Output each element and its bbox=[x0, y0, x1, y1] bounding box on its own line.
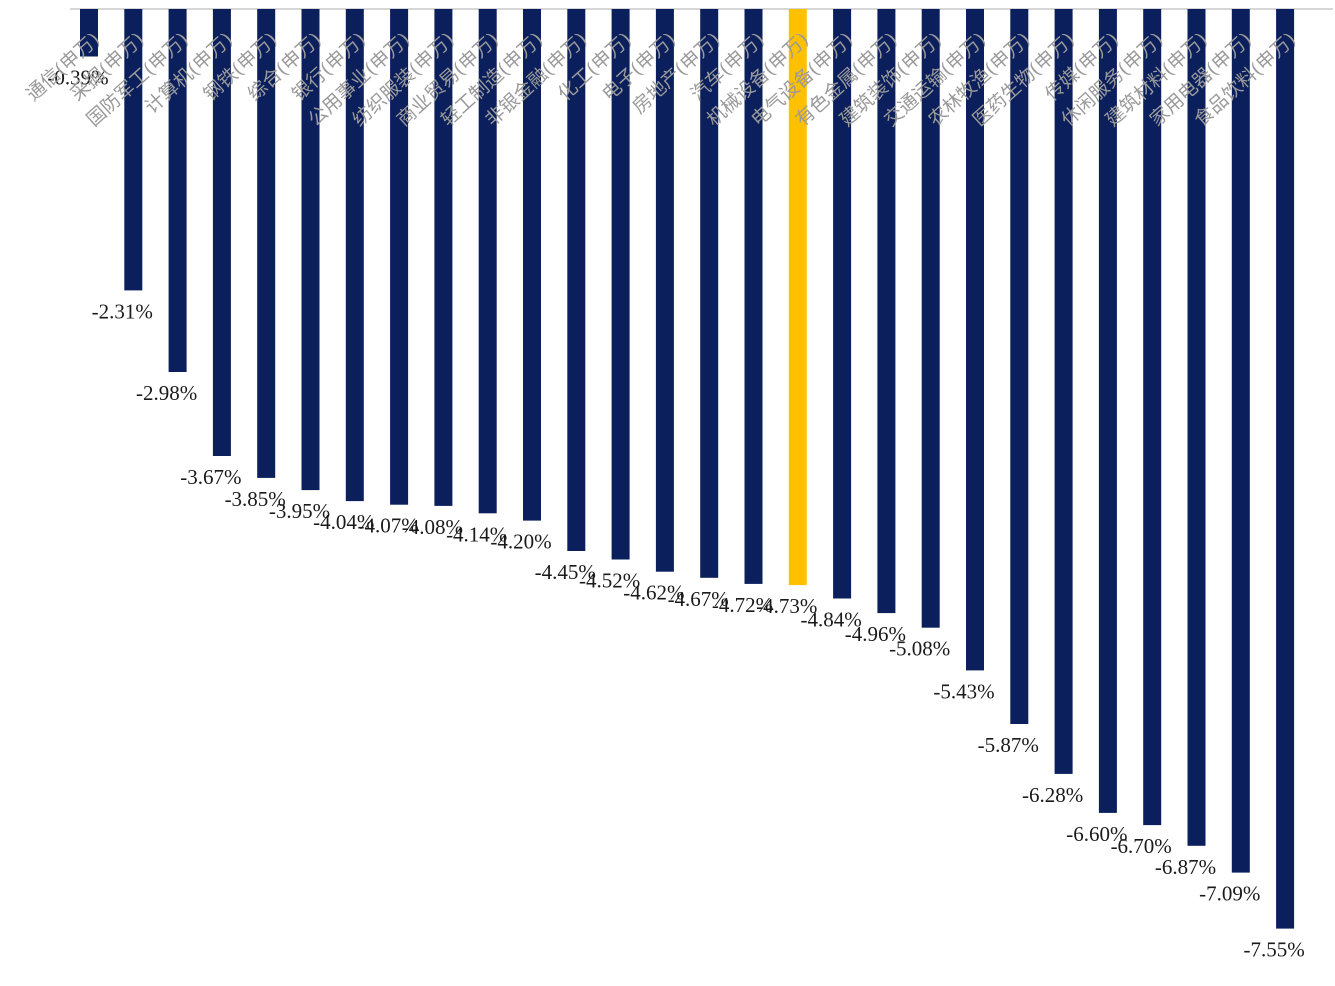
bar-16 bbox=[788, 9, 807, 586]
bar-25 bbox=[1187, 9, 1206, 846]
bar-22 bbox=[1054, 9, 1073, 774]
bar-21 bbox=[1010, 9, 1029, 724]
bar-7 bbox=[390, 9, 409, 505]
bar-23 bbox=[1098, 9, 1117, 813]
bar-5 bbox=[301, 9, 320, 491]
value-label-23: -6.60% bbox=[1066, 822, 1127, 846]
value-label-13: -4.62% bbox=[623, 581, 684, 605]
category-labels-group: 通信(申万)采掘(申万)国防军工(申万)计算机(申万)钢铁(申万)综合(申万)银… bbox=[22, 28, 1300, 131]
value-label-14: -4.67% bbox=[668, 587, 729, 611]
value-label-11: -4.45% bbox=[535, 560, 596, 584]
bar-27 bbox=[1276, 9, 1295, 929]
value-labels-group: -0.39%-2.31%-2.98%-3.67%-3.85%-3.95%-4.0… bbox=[47, 66, 1304, 962]
bar-14 bbox=[700, 9, 719, 578]
value-label-25: -6.87% bbox=[1155, 855, 1216, 879]
bar-18 bbox=[877, 9, 896, 614]
bar-13 bbox=[655, 9, 674, 572]
bar-10 bbox=[523, 9, 541, 521]
value-label-8: -4.08% bbox=[402, 515, 463, 539]
value-label-1: -2.31% bbox=[92, 299, 153, 323]
bar-19 bbox=[921, 9, 940, 628]
value-label-12: -4.52% bbox=[579, 569, 640, 593]
bar-24 bbox=[1143, 9, 1162, 826]
value-label-3: -3.67% bbox=[180, 465, 241, 489]
value-label-22: -6.28% bbox=[1022, 783, 1083, 807]
value-label-18: -4.96% bbox=[845, 622, 906, 646]
value-label-19: -5.08% bbox=[889, 637, 950, 661]
bar-9 bbox=[478, 9, 497, 514]
bar-15 bbox=[744, 9, 763, 584]
value-label-15: -4.72% bbox=[712, 593, 773, 617]
value-label-9: -4.14% bbox=[446, 522, 507, 546]
value-label-17: -4.84% bbox=[800, 608, 861, 632]
bar-3 bbox=[212, 9, 231, 456]
bar-0 bbox=[80, 9, 98, 57]
bar-17 bbox=[833, 9, 852, 599]
bar-6 bbox=[345, 9, 364, 502]
bar-2 bbox=[168, 9, 187, 372]
bar-11 bbox=[567, 9, 586, 551]
bar-1 bbox=[124, 9, 143, 291]
bar-4 bbox=[257, 9, 276, 478]
bar-26 bbox=[1231, 9, 1250, 873]
value-label-26: -7.09% bbox=[1199, 882, 1260, 906]
value-label-6: -4.04% bbox=[313, 510, 374, 534]
value-label-21: -5.87% bbox=[978, 733, 1039, 757]
value-label-5: -3.95% bbox=[269, 499, 330, 523]
bar-20 bbox=[966, 9, 984, 671]
value-label-4: -3.85% bbox=[225, 487, 286, 511]
value-label-7: -4.07% bbox=[357, 514, 418, 538]
value-label-0: -0.39% bbox=[47, 66, 108, 90]
value-label-27: -7.55% bbox=[1243, 938, 1304, 962]
value-label-2: -2.98% bbox=[136, 381, 197, 405]
value-label-10: -4.20% bbox=[490, 530, 551, 554]
value-label-16: -4.73% bbox=[756, 594, 817, 618]
value-label-20: -5.43% bbox=[933, 679, 994, 703]
bar-12 bbox=[611, 9, 630, 560]
value-label-24: -6.70% bbox=[1111, 834, 1172, 858]
bar-8 bbox=[434, 9, 453, 506]
bars-group bbox=[80, 9, 1295, 929]
